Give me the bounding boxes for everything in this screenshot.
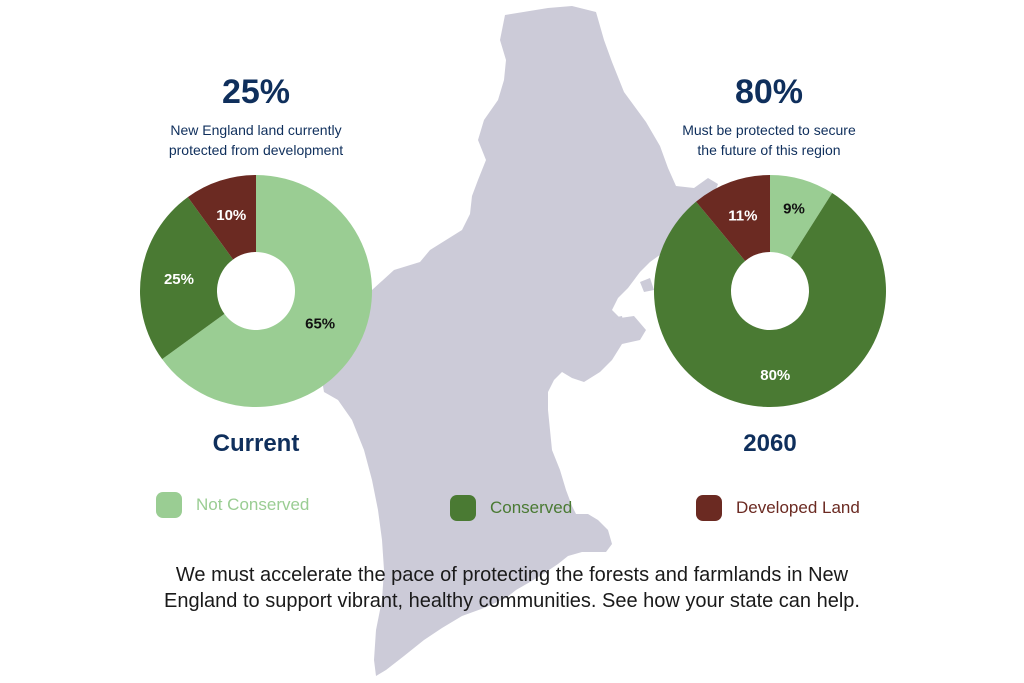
donut-slice-not-conserved (162, 175, 372, 407)
donut-label-not-conserved: 9% (783, 200, 805, 217)
right-subtitle-line: the future of this region (697, 142, 841, 158)
current-caption: Current (212, 430, 300, 457)
legend-swatch-developed-land (696, 495, 722, 521)
footer-text: We must accelerate the pace of protectin… (112, 562, 912, 614)
legend-label-developed-land: Developed Land (736, 498, 860, 517)
donut-label-developed-land: 10% (216, 207, 246, 224)
donut-label-conserved: 25% (164, 271, 194, 288)
donut-label-not-conserved: 65% (305, 316, 335, 333)
donut-slice-not-conserved (770, 175, 833, 259)
right-subtitle-line: Must be protected to secure (682, 122, 856, 138)
new-england-map-island (612, 316, 624, 328)
legend-label-conserved: Conserved (490, 498, 573, 517)
new-england-map-island (640, 278, 654, 292)
legend-label-not-conserved: Not Conserved (196, 495, 310, 514)
legend-item-conserved: Conserved (450, 495, 572, 521)
right-headline-block: 80% Must be protected to secure the futu… (619, 72, 919, 160)
left-headline-block: 25% New England land currently protected… (106, 72, 406, 160)
donut-slice-developed-land (696, 175, 770, 261)
right-headline: 80% (734, 73, 804, 111)
new-england-map-shape (322, 6, 718, 676)
right-subtitle: Must be protected to secure the future o… (619, 120, 919, 160)
legend-swatch-not-conserved (156, 492, 182, 518)
left-subtitle: New England land currently protected fro… (106, 120, 406, 160)
footer-line: England to support vibrant, healthy comm… (164, 590, 860, 612)
donut-slice-developed-land (187, 175, 256, 260)
legend-item-not-conserved: Not Conserved (156, 492, 309, 518)
future-caption: 2060 (743, 430, 797, 457)
left-headline: 25% (221, 73, 291, 111)
legend-swatch-conserved (450, 495, 476, 521)
future-donut-chart: 9% 80% 11% (654, 175, 886, 407)
donut-slice-conserved (654, 193, 886, 407)
donut-label-developed-land: 11% (728, 208, 757, 225)
legend-item-developed-land: Developed Land (696, 495, 860, 521)
current-donut-chart: 65% 25% 10% (140, 175, 372, 407)
donut-slice-conserved (140, 197, 234, 360)
footer-line: We must accelerate the pace of protectin… (175, 564, 849, 586)
left-subtitle-line: New England land currently (170, 122, 342, 138)
left-subtitle-line: protected from development (168, 142, 344, 158)
donut-label-conserved: 80% (760, 367, 790, 384)
